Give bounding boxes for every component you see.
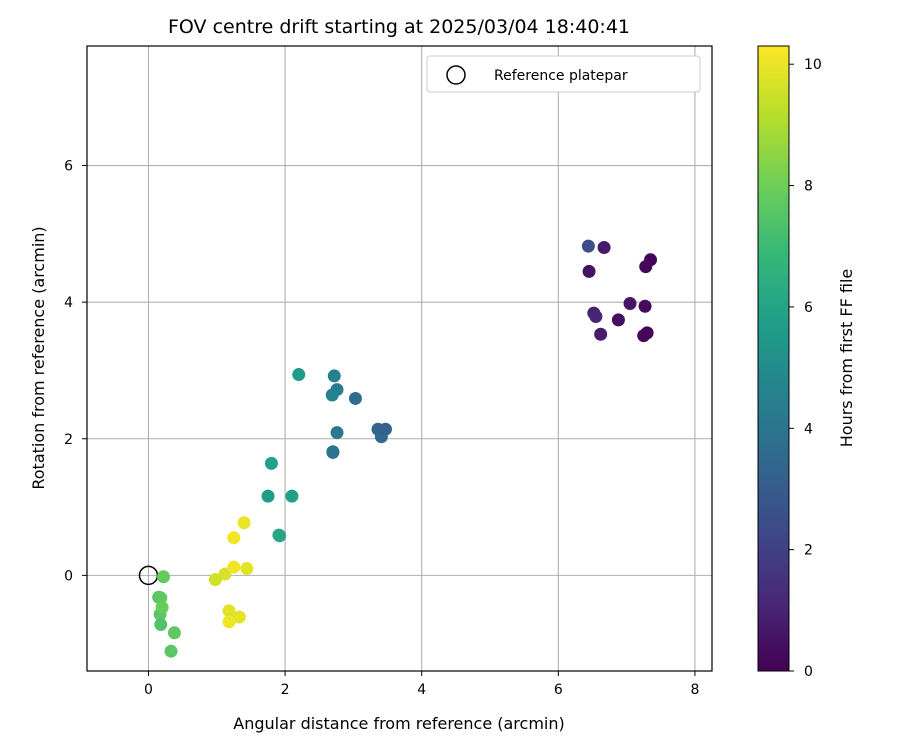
scatter-point (581, 239, 595, 253)
x-tick-label: 6 (554, 682, 563, 698)
scatter-point (325, 388, 339, 402)
scatter-point (327, 369, 341, 383)
y-tick-label: 4 (64, 295, 73, 311)
scatter-point (264, 456, 278, 470)
scatter-point (640, 326, 654, 340)
scatter-point (155, 600, 169, 614)
colorbar-tick-label: 8 (804, 179, 813, 195)
x-tick-label: 8 (690, 682, 699, 698)
scatter-point (623, 297, 637, 311)
scatter-point (589, 309, 603, 323)
y-axis-label: Rotation from reference (arcmin) (29, 226, 48, 489)
scatter-points (138, 239, 658, 658)
colorbar-label: Hours from first FF file (837, 269, 856, 448)
scatter-point (227, 560, 241, 574)
scatter-point (237, 516, 251, 530)
x-tick-label: 0 (144, 682, 153, 698)
scatter-point (154, 591, 168, 605)
plot-frame (86, 45, 713, 672)
y-axis-ticks: 0 2 4 6 (64, 159, 87, 584)
scatter-point (582, 264, 596, 278)
colorbar-tick-label: 4 (804, 421, 813, 437)
legend: Reference platepar (426, 55, 701, 93)
legend-box (426, 55, 701, 93)
scatter-point (222, 604, 236, 618)
scatter-point (326, 445, 340, 459)
legend-marker-reference (446, 65, 466, 85)
grid (87, 46, 712, 671)
scatter-point (611, 313, 625, 327)
scatter-point (348, 391, 362, 405)
scatter-point (638, 299, 652, 313)
colorbar-ticks: 0 2 4 6 8 10 (789, 57, 822, 680)
x-tick-label: 4 (417, 682, 426, 698)
scatter-point (639, 260, 653, 274)
y-tick-label: 6 (64, 159, 73, 175)
scatter-point (227, 531, 241, 545)
scatter-point (208, 572, 222, 586)
x-tick-label: 2 (281, 682, 290, 698)
scatter-point (292, 368, 306, 382)
scatter-point (378, 422, 392, 436)
scatter-point (597, 241, 611, 255)
y-tick-label: 2 (64, 432, 73, 448)
scatter-point (261, 489, 275, 503)
scatter-point (272, 528, 286, 542)
colorbar-tick-label: 2 (804, 543, 813, 559)
chart-title: FOV centre drift starting at 2025/03/04 … (168, 16, 630, 38)
colorbar-tick-label: 0 (804, 664, 813, 680)
scatter-point (232, 610, 246, 624)
scatter-point (285, 489, 299, 503)
colorbar (757, 45, 790, 672)
colorbar-tick-label: 6 (804, 300, 813, 316)
scatter-point (222, 615, 236, 629)
x-axis-ticks: 0 2 4 6 8 (144, 671, 699, 698)
y-tick-label: 0 (64, 568, 73, 584)
scatter-point (218, 567, 232, 581)
colorbar-tick-label: 10 (804, 57, 822, 73)
scatter-point (330, 426, 344, 440)
scatter-point (157, 570, 171, 584)
legend-label-reference: Reference platepar (494, 68, 628, 84)
scatter-point (154, 618, 168, 632)
x-axis-label: Angular distance from reference (arcmin) (233, 714, 564, 733)
scatter-point (167, 626, 181, 640)
scatter-point (594, 327, 608, 341)
scatter-point (240, 562, 254, 576)
scatter-point (164, 644, 178, 658)
